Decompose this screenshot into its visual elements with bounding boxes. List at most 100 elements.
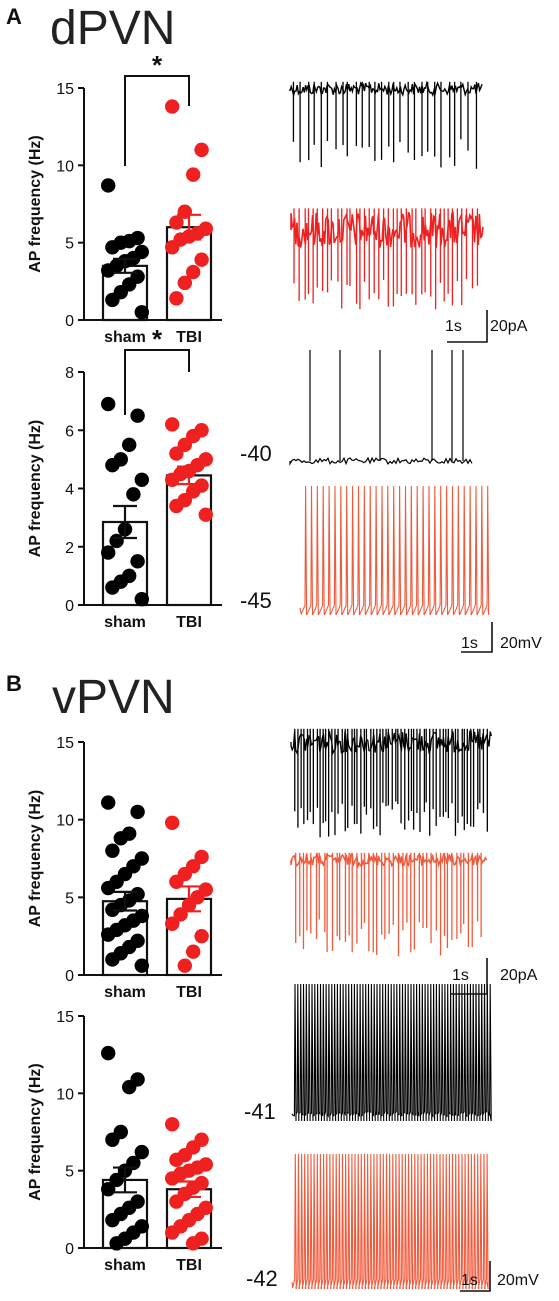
y-tick-label: 0 (65, 313, 74, 330)
trace-dpvn-tbi-vc-baseline (290, 211, 484, 248)
data-point-sham (101, 178, 116, 193)
data-point-tbi (177, 958, 192, 973)
y-tick-label: 10 (56, 1086, 74, 1103)
data-point-tbi (194, 928, 209, 944)
y-tick-label: 10 (56, 813, 74, 830)
electrophysiology-traces (289, 80, 493, 1292)
data-point-sham (134, 305, 149, 320)
chart-dpvn-current-clamp: 0 2 4 6 8 AP frequency (Hz) sham TBI * (27, 324, 222, 631)
data-point-tbi (165, 417, 180, 432)
data-point-sham (134, 1144, 149, 1160)
data-point-tbi (165, 916, 180, 931)
data-point-sham (134, 472, 149, 487)
scalebar-amp-dpvn-vc: 20pA (490, 318, 528, 335)
y-tick-label: 15 (56, 81, 74, 98)
data-point-tbi (169, 291, 184, 306)
y-tick-label: 0 (65, 968, 74, 985)
chart-vpvn-voltage-clamp: 0 5 10 15 AP frequency (Hz) sham TBI (27, 735, 222, 1001)
data-point-tbi (194, 252, 209, 267)
data-point-sham (109, 1172, 124, 1188)
data-point-sham (101, 396, 116, 412)
data-point-sham (130, 408, 145, 423)
trace-vpvn-tbi-vc-baseline (290, 852, 488, 869)
data-point-sham (105, 240, 120, 255)
trace-annotations: -40 -45 -41 -42 1s 20pA 1s 20mV 1s 20pA … (240, 318, 542, 1291)
chart-dpvn-voltage-clamp: 0 5 10 15 AP frequency (Hz) sham TBI * (27, 50, 222, 346)
data-point-sham (101, 880, 116, 896)
category-label-sham: sham (104, 329, 146, 346)
data-point-sham (105, 458, 120, 473)
trace-vpvn-sham-cc (291, 983, 492, 1122)
trace-dpvn-sham-vc-baseline (289, 80, 483, 98)
data-point-sham (101, 545, 116, 560)
scale-bar (461, 622, 493, 653)
scalebar-amp-vpvn-cc: 20mV (497, 1272, 539, 1289)
scale-bar (451, 958, 488, 995)
data-point-tbi (198, 507, 213, 522)
data-point-tbi (186, 167, 201, 182)
category-label-sham: sham (104, 614, 146, 631)
category-label-tbi: TBI (176, 1257, 202, 1274)
data-point-tbi (186, 264, 201, 280)
data-point-tbi (165, 1225, 180, 1240)
data-point-sham (126, 487, 141, 502)
y-axis-label: AP frequency (Hz) (27, 1063, 44, 1201)
data-point-sham (105, 902, 120, 917)
scalebar-time-dpvn-vc: 1s (445, 318, 462, 335)
data-point-sham (105, 580, 120, 595)
category-label-sham: sham (104, 1257, 146, 1274)
trace-vpvn-sham-vc-baseline (290, 730, 493, 755)
data-point-tbi (165, 815, 180, 830)
data-point-tbi (165, 1171, 180, 1186)
y-tick-label: 5 (65, 1164, 74, 1181)
data-point-sham (122, 437, 137, 453)
data-point-tbi (194, 849, 209, 865)
data-point-tbi (165, 472, 180, 487)
y-tick-label: 10 (56, 158, 74, 175)
y-tick-label: 0 (65, 598, 74, 615)
data-point-tbi (165, 1117, 180, 1132)
category-label-sham: sham (104, 984, 146, 1001)
significance-marker: * (152, 324, 163, 354)
data-point-tbi (165, 99, 180, 114)
y-tick-label: 15 (56, 735, 74, 752)
data-point-sham (122, 1079, 137, 1095)
data-point-sham (101, 1182, 116, 1197)
data-point-sham (134, 958, 149, 973)
region-title-dpvn: dPVN (50, 2, 175, 55)
trace-dpvn-sham-cc-baseline (289, 456, 473, 467)
data-point-sham (105, 1132, 120, 1147)
y-axis-label: AP frequency (Hz) (27, 135, 44, 273)
y-tick-label: 6 (65, 423, 74, 440)
y-tick-label: 5 (65, 236, 74, 253)
trace-label-dpvn-sham: -40 (240, 441, 272, 466)
trace-label-vpvn-sham: -41 (244, 1099, 276, 1124)
data-point-sham (101, 795, 116, 810)
data-point-sham (101, 927, 116, 942)
trace-vpvn-tbi-cc (291, 1153, 489, 1290)
data-point-sham (134, 591, 149, 607)
data-point-tbi (177, 275, 192, 291)
y-tick-label: 0 (65, 1241, 74, 1258)
y-tick-label: 5 (65, 890, 74, 907)
trace-label-dpvn-tbi: -45 (240, 588, 272, 613)
scalebar-amp-vpvn-vc: 20pA (500, 967, 538, 984)
scale-bar (447, 310, 488, 343)
y-tick-label: 15 (56, 1009, 74, 1026)
trace-dpvn-tbi-cc (299, 485, 490, 616)
significance-marker: * (152, 50, 163, 80)
data-point-sham (130, 804, 145, 820)
data-point-tbi (169, 498, 184, 514)
significance-bracket (124, 75, 190, 166)
data-point-tbi (169, 1152, 184, 1168)
region-title-vpvn: vPVN (52, 671, 175, 724)
bar-charts: 0 5 10 15 AP frequency (Hz) sham TBI * 0 2 4 6 8 AP f… (27, 50, 222, 1274)
scalebar-time-vpvn-vc: 1s (452, 967, 469, 984)
data-point-tbi (169, 215, 184, 230)
y-tick-label: 8 (65, 365, 74, 382)
data-point-sham (105, 952, 120, 967)
panel-letter-b: B (6, 671, 22, 696)
chart-vpvn-current-clamp: 0 5 10 15 AP frequency (Hz) sham TBI (27, 1009, 222, 1274)
y-tick-label: 2 (65, 540, 74, 557)
